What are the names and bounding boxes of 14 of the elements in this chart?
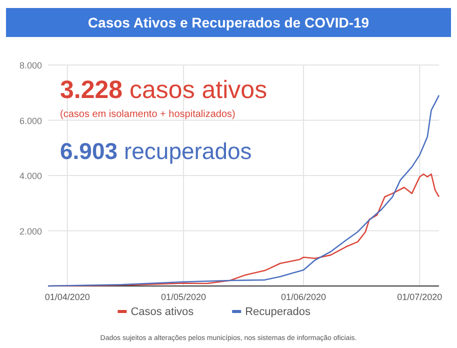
x-tick-label: 01/04/2020 [44, 292, 90, 302]
annotation: (casos em isolamento + hospitalizados) [60, 109, 236, 120]
chart-title: Casos Ativos e Recuperados de COVID-19 [88, 14, 370, 30]
y-tick-label: 8.000 [19, 60, 42, 70]
annotation: 3.228 casos ativos [60, 76, 268, 104]
x-tick-label: 01/06/2020 [280, 292, 326, 302]
legend-label: Recuperados [245, 306, 312, 318]
legend-label: Casos ativos [130, 306, 194, 318]
y-tick-label: 2.000 [19, 226, 42, 236]
x-tick-label: 01/05/2020 [160, 292, 206, 302]
y-tick-label: 4.000 [19, 171, 42, 181]
annotation: 6.903 recuperados [60, 138, 252, 164]
y-tick-label: 6.000 [19, 116, 42, 126]
x-tick-label: 01/07/2020 [397, 292, 442, 302]
